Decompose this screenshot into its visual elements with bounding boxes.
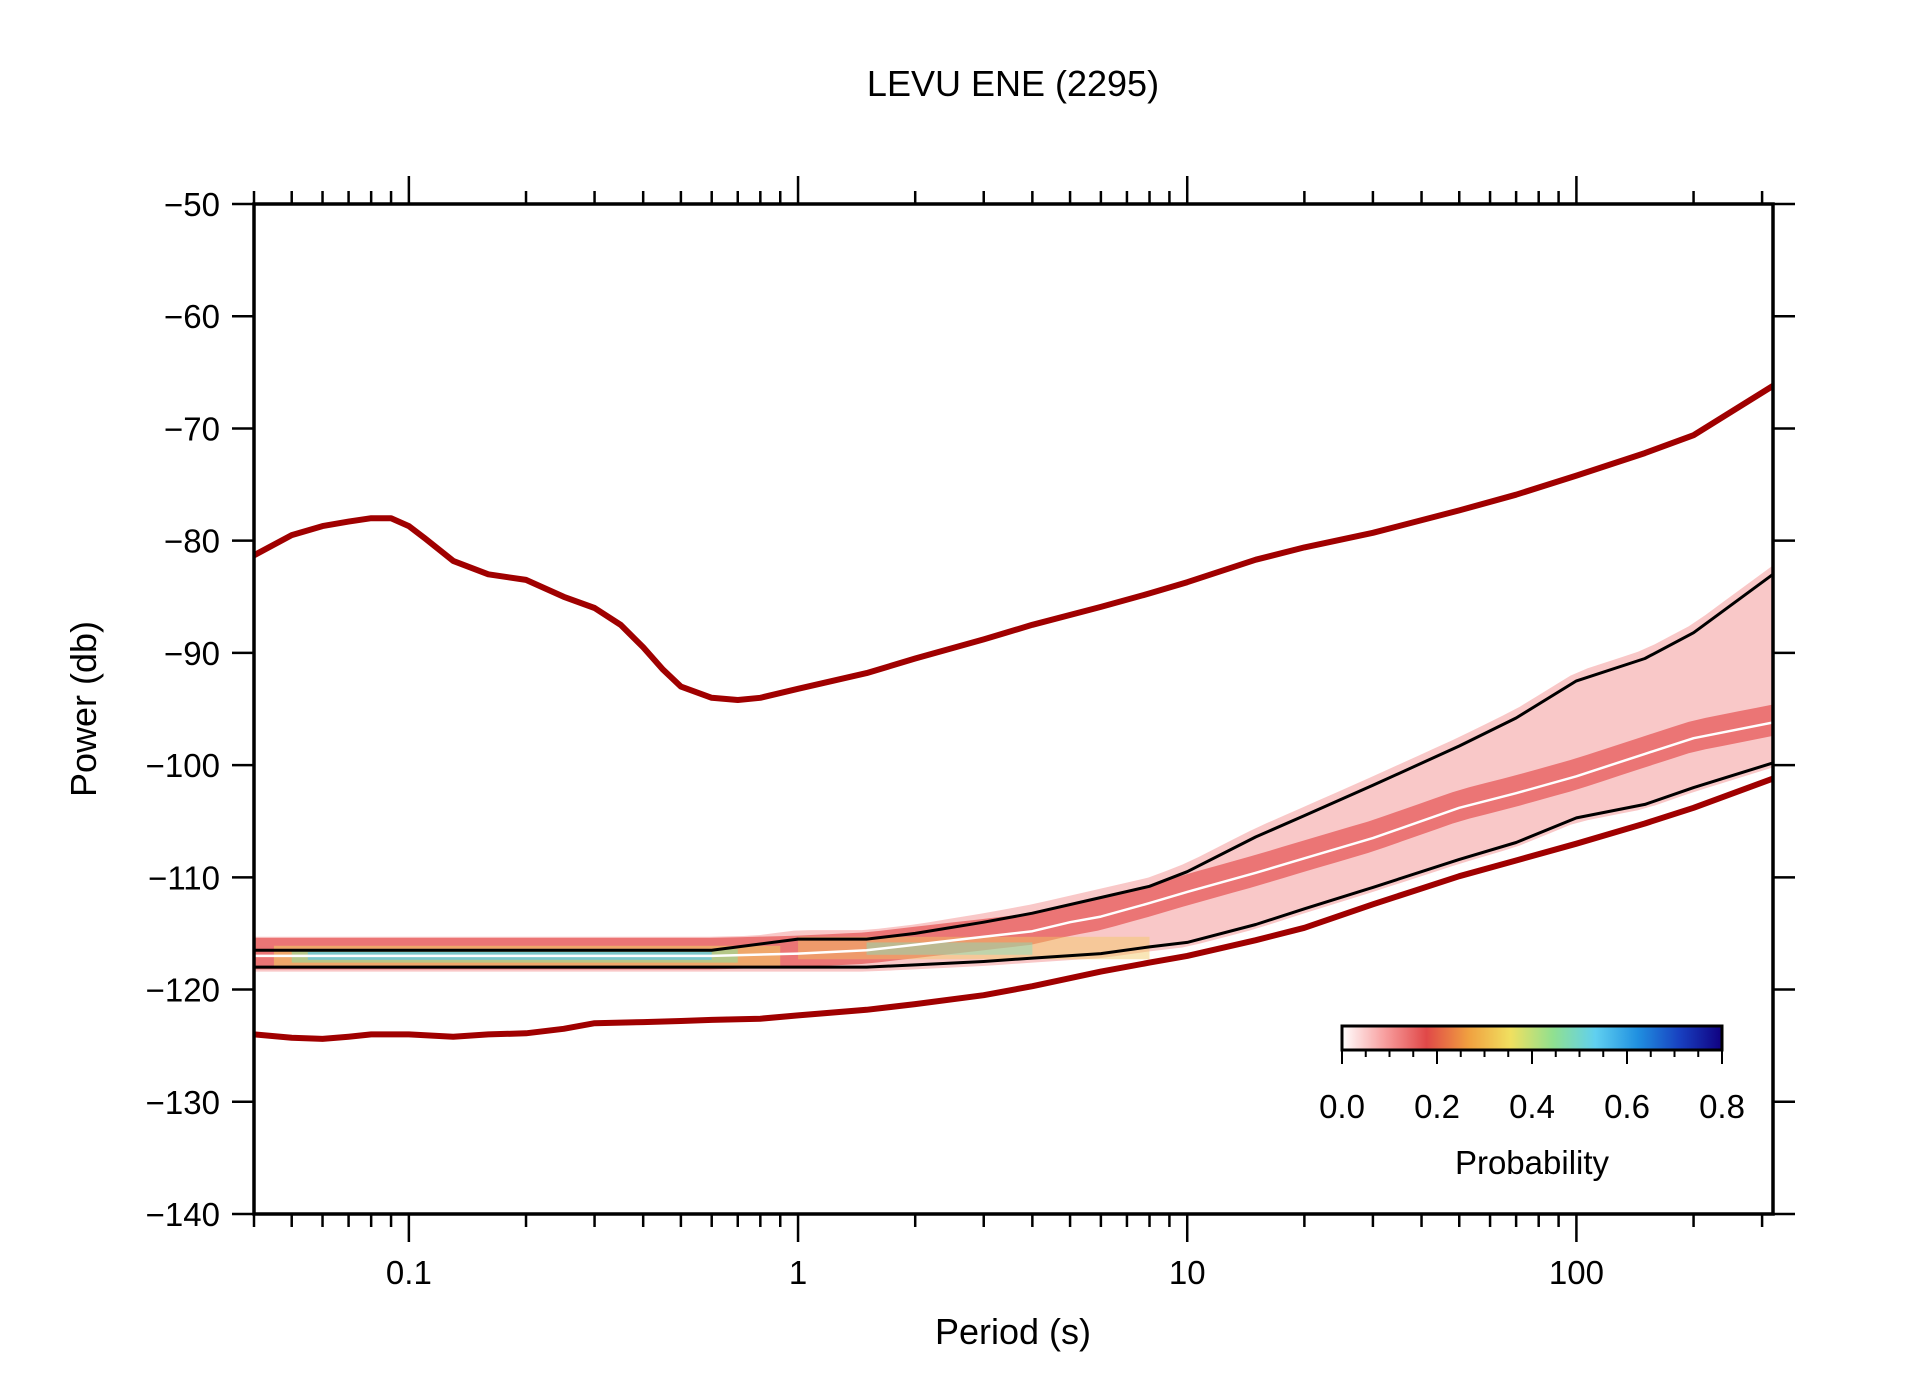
colorbar-bar <box>1340 1024 1724 1052</box>
x-tick-label: 0.1 <box>386 1254 432 1291</box>
y-tick-label: −140 <box>146 1196 220 1233</box>
density-cell-band <box>798 936 1150 960</box>
10th-percentile-line <box>254 761 1773 969</box>
series-group <box>254 382 1773 1042</box>
median-line <box>254 721 1773 958</box>
plot-frame <box>252 202 1775 1216</box>
colorbar: 0.0 0.2 0.4 0.6 0.8 Probability <box>1319 1024 1745 1181</box>
density-band-outer <box>254 565 1773 972</box>
y-tick-label: −110 <box>148 859 220 896</box>
x-tick-label: 100 <box>1549 1254 1604 1291</box>
y-tick-label: −90 <box>164 635 220 672</box>
colorbar-tick-label: 0.0 <box>1319 1088 1365 1125</box>
high-noise-model-line <box>254 382 1773 703</box>
y-axis-label: Power (db) <box>63 621 104 797</box>
y-tick-label: −50 <box>164 186 220 223</box>
y-tick-label: −130 <box>146 1084 220 1121</box>
y-tick-label: −100 <box>146 747 220 784</box>
y-tick-label: −80 <box>164 523 220 560</box>
colorbar-tick-label: 0.2 <box>1414 1088 1460 1125</box>
x-axis-ticks: 0.1 1 10 100 <box>252 176 1764 1291</box>
y-axis-ticks: −50 −60 −70 −80 −90 −100 −110 −120 −130 −140 <box>146 186 1795 1233</box>
colorbar-tick-label: 0.4 <box>1509 1088 1555 1125</box>
x-tick-label: 1 <box>789 1254 807 1291</box>
probability-density <box>254 565 1773 972</box>
y-tick-label: −60 <box>164 298 220 335</box>
y-tick-label: −120 <box>146 972 220 1009</box>
x-axis-label: Period (s) <box>935 1311 1091 1352</box>
chart-title: LEVU ENE (2295) <box>867 63 1159 104</box>
colorbar-ticks: 0.0 0.2 0.4 0.6 0.8 <box>1319 1050 1745 1125</box>
colorbar-tick-label: 0.6 <box>1604 1088 1650 1125</box>
x-tick-label: 10 <box>1169 1254 1206 1291</box>
colorbar-tick-label: 0.8 <box>1699 1088 1745 1125</box>
90th-percentile-line <box>254 572 1773 952</box>
low-noise-model-line <box>254 775 1773 1042</box>
colorbar-label: Probability <box>1455 1144 1610 1181</box>
y-tick-label: −70 <box>164 410 220 447</box>
